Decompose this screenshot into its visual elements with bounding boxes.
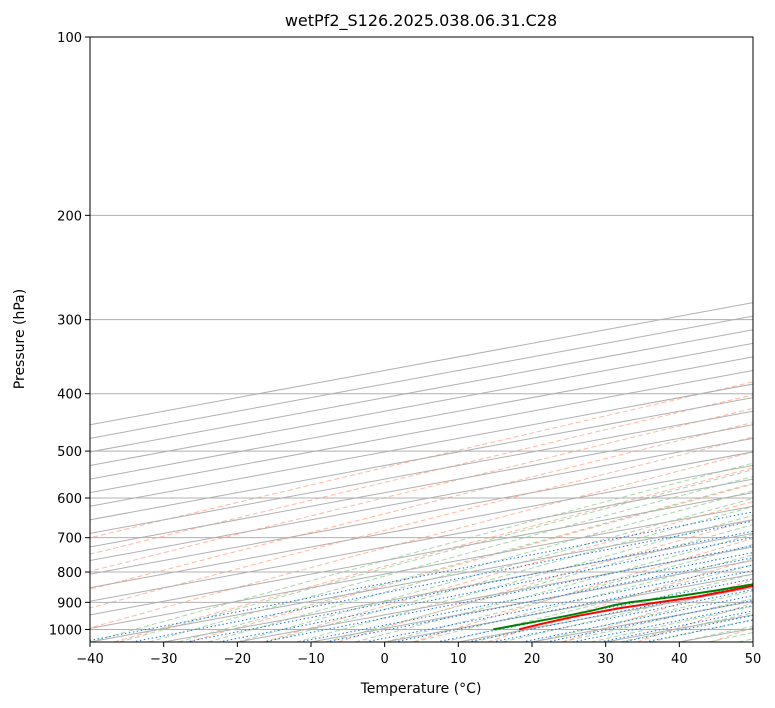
isotherm-line	[90, 465, 753, 589]
dry-adiabat	[113, 467, 753, 642]
moist-adiabat	[237, 497, 753, 642]
x-tick-label: 10	[450, 652, 467, 667]
x-tick-label: 30	[597, 652, 614, 667]
y-tick-label: 100	[57, 31, 82, 46]
y-tick-label: 700	[57, 532, 82, 547]
x-tick-label: −30	[150, 652, 177, 667]
isotherm-line	[90, 302, 753, 426]
y-tick-label: 800	[57, 566, 82, 581]
moist-adiabat	[531, 590, 753, 642]
temperature-line	[518, 584, 753, 631]
y-tick-label: 1000	[49, 623, 82, 638]
isotherm-line	[90, 315, 753, 439]
x-tick-label: 40	[671, 652, 688, 667]
x-tick-label: 20	[524, 652, 541, 667]
mixing-ratio-line	[365, 564, 753, 642]
moist-adiabat	[355, 533, 753, 642]
isotherm-line	[163, 532, 753, 642]
isotherm-line	[90, 329, 753, 453]
mixing-ratio-line	[131, 520, 753, 642]
y-tick-label: 500	[57, 445, 82, 460]
moist-adiabat	[413, 554, 753, 642]
plot-frame	[89, 36, 754, 643]
y-tick-label: 900	[57, 596, 82, 611]
isotherm-line	[90, 451, 753, 575]
moist-adiabat	[325, 524, 753, 642]
mixing-ratio-line	[326, 557, 753, 642]
dry-adiabat	[263, 500, 753, 642]
x-tick-label: 0	[381, 652, 389, 667]
mixing-ratio-line	[299, 552, 753, 642]
x-tick-label: −10	[297, 652, 324, 667]
isotherm-line	[90, 492, 753, 616]
x-tick-label: −20	[224, 652, 251, 667]
y-tick-label: 400	[57, 388, 82, 403]
dry-adiabat	[338, 518, 753, 642]
x-tick-label: −40	[76, 652, 103, 667]
y-tick-label: 300	[57, 314, 82, 329]
x-tick-label: 50	[745, 652, 762, 667]
dry-adiabat	[487, 558, 753, 642]
profile-lines	[493, 583, 753, 631]
y-tick-label: 600	[57, 492, 82, 507]
dewpoint-line	[493, 583, 753, 631]
moist-adiabat	[178, 482, 753, 642]
y-tick-label: 200	[57, 209, 82, 224]
isotherm-line	[90, 478, 753, 602]
plot-area	[90, 37, 753, 642]
axes: −40 −30 −20 −10 0 10 20 30 40 50 100 200 300 400 500 60…	[49, 31, 761, 667]
mixing-ratio-line	[262, 545, 753, 642]
isotherm-line	[90, 505, 753, 629]
dry-adiabat	[90, 394, 753, 555]
chart-title: wetPf2_S126.2025.038.06.31.C28	[285, 11, 557, 31]
x-axis-label: Temperature (°C)	[360, 681, 482, 697]
moist-adiabat	[90, 462, 753, 642]
isotherm-line	[90, 437, 753, 562]
mixing-ratio-line	[394, 570, 753, 642]
isotherm-line	[90, 424, 753, 548]
moist-adiabat	[207, 490, 753, 642]
isotherm-line	[90, 519, 753, 642]
dry-adiabat	[90, 436, 753, 609]
y-axis-label: Pressure (hPa)	[12, 289, 28, 389]
dry-adiabat	[90, 407, 753, 572]
moist-adiabat	[119, 469, 753, 642]
